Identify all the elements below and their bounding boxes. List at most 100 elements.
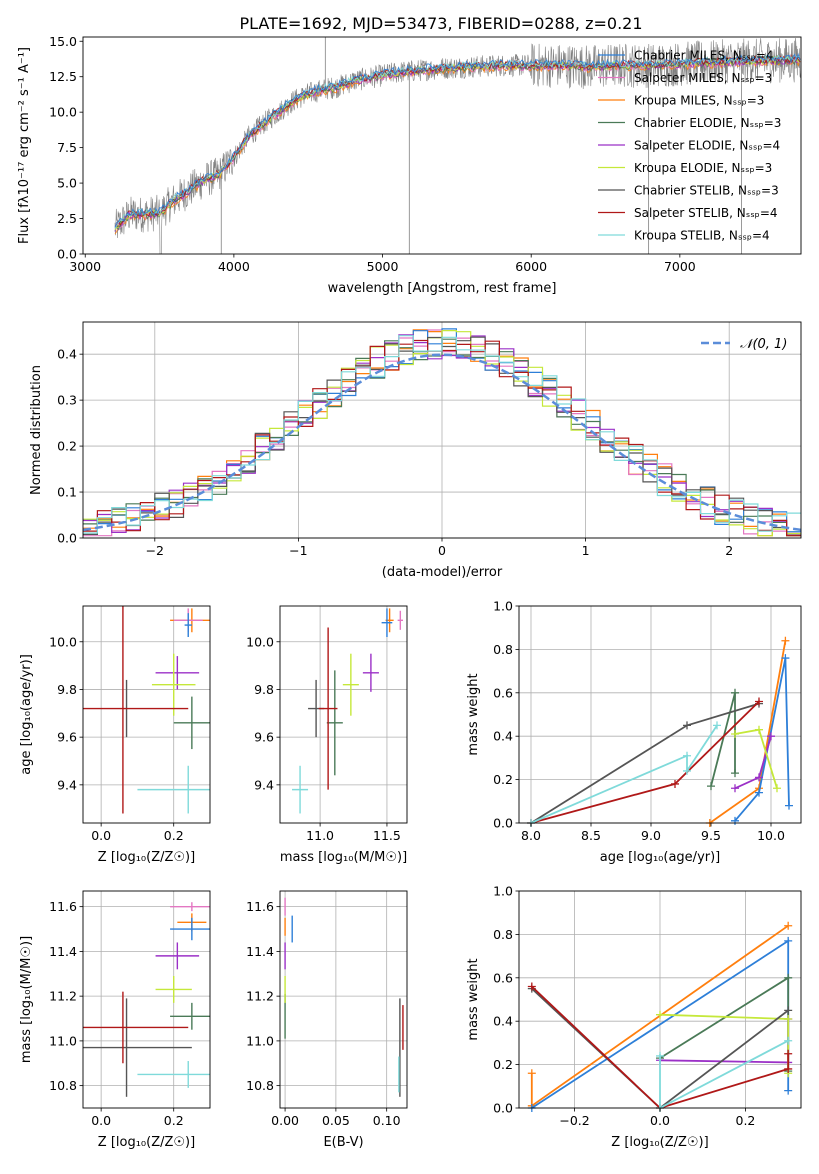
y-axis-label: age [log₁₀(age/yr)] — [19, 654, 34, 775]
axes-frame — [82, 36, 802, 255]
y-tick-label: 0.2 — [493, 772, 513, 787]
series-marker — [731, 769, 739, 778]
series-marker — [527, 982, 536, 991]
series-marker — [755, 725, 763, 734]
axes-frame — [518, 890, 802, 1109]
y-tick-label: 1.0 — [493, 599, 513, 614]
y-tick-label: 9.6 — [57, 730, 77, 745]
legend-label: Kroupa MILES, Nₛₛₚ=3 — [634, 94, 764, 108]
series-line-2 — [734, 657, 790, 822]
y-tick-label: 0.2 — [493, 1057, 513, 1072]
mass-vs-ebv-points — [284, 897, 404, 1097]
series-marker — [671, 779, 679, 788]
legend-label: Chabrier STELIB, Nₛₛₚ=3 — [634, 184, 779, 198]
series-marker — [707, 782, 715, 791]
series-marker — [767, 732, 775, 741]
y-tick-label: 0.4 — [493, 729, 513, 744]
x-tick-label: 2 — [725, 543, 733, 558]
series-marker — [784, 1015, 793, 1024]
y-axis-label: mass weight — [466, 958, 481, 1040]
x-tick-label: 7000 — [664, 259, 696, 274]
series-marker — [755, 788, 763, 797]
series-marker — [784, 1049, 793, 1058]
series-marker — [683, 721, 691, 730]
y-axis-label: Flux [fλ10⁻¹⁷ erg cm⁻² s⁻¹ A⁻¹] — [17, 47, 32, 244]
series-marker — [785, 801, 793, 810]
series-marker — [773, 784, 781, 793]
series-marker — [784, 1086, 793, 1095]
axes-frame — [82, 605, 211, 824]
series-line-3 — [710, 692, 736, 787]
legend-label: Chabrier MILES, Nₛₛₚ=4 — [634, 49, 774, 63]
x-tick-label: −2 — [146, 543, 164, 558]
axes-frame — [279, 890, 408, 1109]
series-marker — [784, 936, 793, 945]
legend-label: 𝒩(0, 1) — [740, 337, 787, 352]
y-tick-label: 9.4 — [57, 777, 77, 792]
spectrum-lines — [114, 37, 801, 254]
x-axis-label: Z [log₁₀(Z/Z☉)] — [611, 1135, 708, 1150]
y-tick-label: 0.1 — [57, 485, 77, 500]
weight-vs-z-lines — [527, 921, 793, 1112]
series-marker — [784, 973, 793, 982]
model-line-5 — [114, 55, 801, 231]
series-marker — [755, 773, 763, 782]
y-tick-label: 0.0 — [493, 816, 513, 831]
series-marker — [784, 1064, 793, 1073]
normal-curve — [83, 353, 801, 532]
series-marker — [731, 784, 739, 793]
age-vs-z-points — [83, 606, 210, 814]
series-marker — [784, 921, 793, 930]
axes-frame — [82, 890, 211, 1109]
series-marker — [683, 751, 691, 760]
series-marker — [755, 697, 763, 706]
y-tick-label: 11.6 — [49, 899, 77, 914]
model-line-2 — [114, 52, 801, 228]
axes-frame — [518, 605, 802, 824]
y-tick-label: 0.6 — [493, 685, 513, 700]
axes-frame — [279, 605, 408, 824]
legend-label: Kroupa STELIB, Nₛₛₚ=4 — [634, 229, 770, 243]
x-tick-label: 0.00 — [271, 1113, 299, 1128]
y-tick-label: 11.2 — [49, 989, 77, 1004]
x-tick-label: 0.10 — [373, 1113, 401, 1128]
x-tick-label: 4000 — [218, 259, 250, 274]
series-marker — [784, 1006, 793, 1015]
x-tick-label: 9.5 — [701, 828, 721, 843]
x-tick-label: 8.5 — [581, 828, 601, 843]
legend-label: Chabrier ELODIE, Nₛₛₚ=3 — [634, 116, 781, 130]
x-tick-label: 0.2 — [164, 828, 184, 843]
x-axis-label: E(B-V) — [323, 1135, 363, 1150]
axes-frame — [82, 321, 802, 539]
histograms — [83, 328, 801, 537]
x-tick-label: −0.2 — [559, 1113, 589, 1128]
x-tick-label: 5000 — [367, 259, 399, 274]
x-tick-label: 1 — [582, 543, 590, 558]
series-marker — [784, 1036, 793, 1045]
y-tick-label: 10.0 — [49, 105, 77, 120]
histogram-8 — [83, 335, 801, 534]
x-axis-label: Z [log₁₀(Z/Z☉)] — [98, 1135, 195, 1150]
y-tick-label: 0.0 — [57, 247, 77, 262]
y-tick-label: 0.0 — [493, 1101, 513, 1116]
x-tick-label: 8.0 — [521, 828, 541, 843]
y-tick-label: 0.8 — [493, 642, 513, 657]
y-tick-label: 11.4 — [246, 944, 274, 959]
legend-label: Salpeter ELODIE, Nₛₛₚ=4 — [634, 139, 780, 153]
y-tick-label: 11.4 — [49, 944, 77, 959]
y-tick-label: 0.4 — [493, 1014, 513, 1029]
mass-vs-z-points — [83, 902, 210, 1097]
y-tick-label: 12.5 — [49, 69, 77, 84]
x-tick-label: 11.5 — [373, 828, 401, 843]
series-line-7 — [530, 700, 760, 824]
x-tick-label: 10.0 — [757, 828, 785, 843]
histogram-4 — [83, 334, 801, 534]
y-tick-label: 0.2 — [57, 439, 77, 454]
x-axis-label: Z [log₁₀(Z/Z☉)] — [98, 850, 195, 865]
y-tick-label: 11.2 — [246, 989, 274, 1004]
x-tick-label: 3000 — [69, 259, 101, 274]
y-tick-label: 0.4 — [57, 347, 77, 362]
y-tick-label: 10.8 — [246, 1078, 274, 1093]
series-line-7 — [531, 985, 790, 1110]
legend-label: Kroupa ELODIE, Nₛₛₚ=3 — [634, 161, 772, 175]
